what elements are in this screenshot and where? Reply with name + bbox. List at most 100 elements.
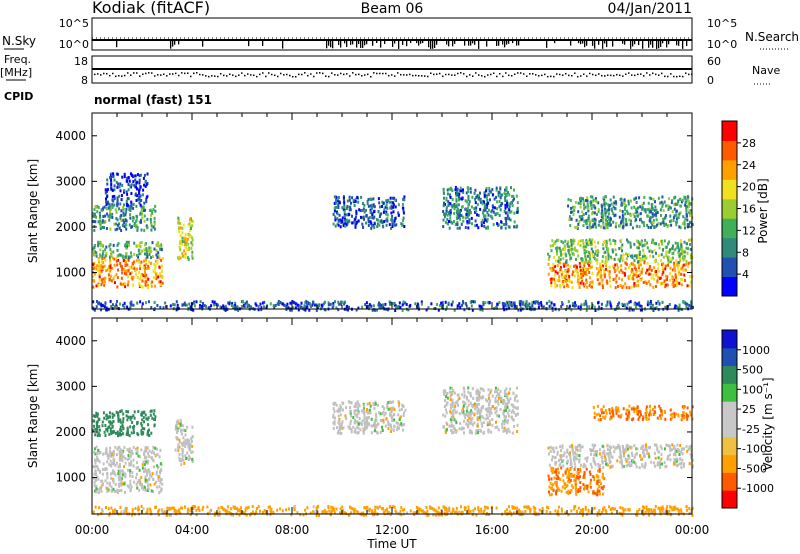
power-cell (684, 226, 686, 230)
power-cell (582, 224, 585, 228)
power-cell (151, 211, 154, 215)
power-cell (582, 242, 585, 246)
nsky-bar (326, 40, 328, 49)
power-cell (355, 215, 357, 219)
nave-dot (214, 75, 216, 77)
velocity-cell (176, 419, 179, 423)
power-cell (584, 299, 587, 303)
power-cell (159, 244, 162, 248)
power-cell (111, 198, 114, 202)
velocity-cell (342, 408, 344, 412)
power-cell (127, 197, 130, 201)
power-cell (657, 299, 660, 303)
velocity-cell (368, 408, 371, 412)
power-colorbar-tick-label: 16 (742, 203, 756, 216)
velocity-cell (467, 390, 470, 394)
velocity-cell (145, 456, 148, 460)
power-cell (458, 210, 461, 214)
velocity-cell (403, 411, 405, 415)
power-cell (567, 284, 570, 288)
power-cell (621, 210, 624, 213)
velocity-cell (574, 481, 577, 485)
power-cell (626, 211, 629, 215)
power-cell (389, 302, 392, 306)
power-cell (157, 275, 160, 279)
power-cell (632, 271, 635, 275)
nsky-bar (686, 40, 688, 46)
power-cell (279, 301, 282, 305)
velocity-cell (341, 426, 344, 430)
power-cell (143, 259, 145, 263)
velocity-cell (135, 476, 138, 480)
power-cell (101, 243, 104, 247)
power-cell (679, 247, 682, 251)
velocity-cell (111, 412, 114, 416)
power-cell (633, 273, 636, 277)
power-cell (477, 197, 480, 201)
power-cell (337, 203, 340, 207)
power-cell (580, 257, 583, 261)
velocity-cell (462, 427, 465, 431)
power-cell (123, 282, 126, 286)
nsky-bar (650, 40, 652, 45)
velocity-cell (569, 490, 572, 494)
power-cell (665, 222, 668, 226)
power-cell (630, 306, 632, 310)
nave-dot (490, 73, 492, 76)
power-cell (403, 225, 406, 228)
power-cell (665, 278, 668, 282)
power-cell (139, 300, 142, 304)
power-cell (672, 219, 675, 222)
velocity-cell (143, 486, 146, 490)
velocity-cell (177, 449, 180, 453)
power-cell (116, 299, 118, 303)
power-cell (462, 301, 465, 305)
power-cell (605, 243, 608, 247)
velocity-cell (356, 402, 359, 406)
nave-dot (358, 73, 360, 76)
velocity-cell (354, 402, 357, 406)
power-cell (617, 284, 619, 288)
power-cell (590, 265, 593, 269)
power-cell (154, 266, 157, 270)
power-cell (474, 224, 477, 228)
velocity-cell (141, 483, 143, 487)
power-cell (124, 282, 127, 286)
power-cell (496, 212, 499, 215)
velocity-cell (363, 408, 366, 412)
nave-dot (607, 74, 609, 76)
power-cell (98, 271, 101, 275)
power-cell (457, 198, 460, 202)
velocity-cell (143, 449, 146, 453)
power-cell (403, 195, 406, 199)
velocity-cell (156, 464, 159, 468)
velocity-cell (462, 386, 465, 390)
power-cell (601, 255, 604, 259)
power-cell (649, 300, 652, 303)
power-cell (648, 219, 651, 223)
mhz-label: [MHz] (0, 66, 32, 79)
power-cell (401, 308, 404, 312)
velocity-cell (466, 423, 469, 427)
power-cell (119, 189, 122, 193)
power-cell (639, 205, 642, 209)
velocity-cell (149, 409, 152, 413)
power-cell (158, 280, 161, 284)
velocity-cell (509, 397, 512, 401)
power-colorbar-tick-label: 12 (742, 224, 756, 237)
velocity-cell (397, 400, 400, 404)
nave-dot (370, 75, 372, 78)
velocity-cell (468, 431, 471, 435)
power-cell (103, 283, 106, 287)
nave-dot (667, 75, 669, 78)
power-cell (136, 228, 139, 232)
power-cell (468, 213, 471, 217)
power-cell (685, 305, 688, 309)
power-cell (140, 220, 143, 224)
power-cell (686, 284, 689, 288)
power-cell (390, 206, 393, 210)
power-cell (606, 281, 609, 285)
power-cell (553, 255, 556, 259)
power-cell (576, 265, 578, 269)
velocity-cell (514, 396, 516, 400)
